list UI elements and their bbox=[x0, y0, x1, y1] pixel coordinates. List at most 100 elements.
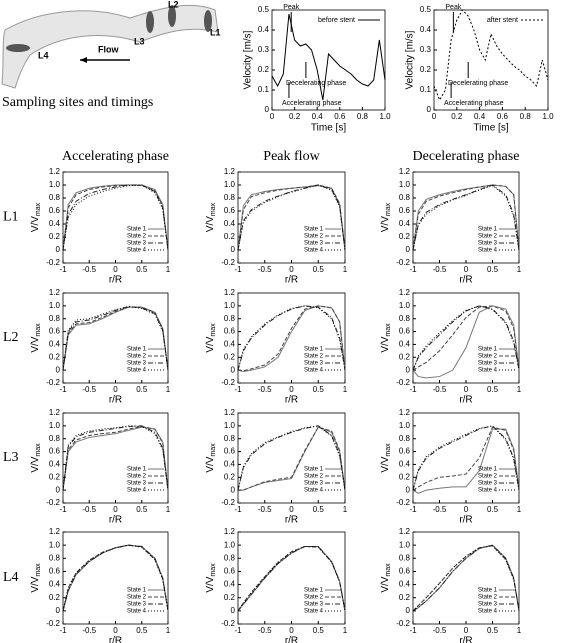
legend-label: State 2 bbox=[127, 234, 147, 240]
column-title: Decelerating phase bbox=[413, 149, 520, 164]
y-axis-label-subscript: max bbox=[385, 563, 392, 577]
y-axis-label-main: V/V bbox=[205, 216, 216, 232]
x-axis-label: r/R bbox=[285, 636, 298, 643]
y-axis-label-subscript: max bbox=[35, 202, 42, 216]
legend-label: State 4 bbox=[304, 488, 324, 494]
y-tick-label: -0.2 bbox=[396, 498, 410, 507]
y-tick-label: 0 bbox=[231, 245, 236, 254]
data-line bbox=[62, 425, 169, 491]
row-label: L3 bbox=[3, 450, 19, 465]
data-line bbox=[237, 305, 346, 372]
x-tick-label: 0.6 bbox=[334, 112, 346, 121]
x-axis-label: r/R bbox=[285, 515, 298, 526]
x-tick-label: 0 bbox=[113, 385, 118, 394]
x-axis-label: Time [s] bbox=[473, 123, 508, 134]
y-tick-label: 1.2 bbox=[399, 167, 411, 176]
y-tick-label: 1.0 bbox=[49, 540, 61, 549]
y-tick-label: 0.6 bbox=[224, 206, 236, 215]
site-label: L4 bbox=[38, 50, 49, 60]
x-axis-label: r/R bbox=[459, 275, 472, 286]
x-tick-label: 1 bbox=[166, 626, 171, 635]
legend-label: State 3 bbox=[127, 361, 147, 367]
y-tick-label: 0.4 bbox=[258, 25, 270, 34]
x-tick-label: -0.5 bbox=[82, 505, 96, 514]
y-tick-label: 0.4 bbox=[49, 580, 61, 589]
legend-label: State 3 bbox=[478, 481, 498, 487]
x-tick-label: 0.8 bbox=[520, 112, 532, 121]
x-tick-label: -0.5 bbox=[433, 626, 447, 635]
y-tick-label: 0.3 bbox=[420, 45, 432, 54]
plot-frame bbox=[271, 9, 386, 111]
x-tick-label: 0.8 bbox=[357, 112, 369, 121]
x-tick-label: -1 bbox=[59, 626, 67, 635]
legend-label: State 2 bbox=[127, 354, 147, 360]
y-tick-label: 0 bbox=[406, 606, 411, 615]
x-axis-label: r/R bbox=[109, 636, 122, 643]
x-tick-label: 0 bbox=[113, 265, 118, 274]
data-line bbox=[237, 184, 346, 251]
legend-label: State 1 bbox=[304, 467, 324, 473]
x-tick-label: 0.5 bbox=[487, 385, 499, 394]
x-axis-label: r/R bbox=[285, 275, 298, 286]
data-line bbox=[62, 425, 169, 491]
data-line bbox=[412, 545, 520, 612]
y-tick-label: 0 bbox=[56, 606, 61, 615]
legend-label: State 2 bbox=[304, 354, 324, 360]
data-line bbox=[412, 185, 520, 251]
x-tick-label: -1 bbox=[409, 265, 417, 274]
x-tick-label: 0.5 bbox=[313, 385, 325, 394]
plot-frame bbox=[412, 531, 520, 625]
legend-label: State 1 bbox=[478, 227, 498, 233]
data-line bbox=[62, 544, 169, 611]
legend-label: State 2 bbox=[478, 234, 498, 240]
y-axis-label-main: V/V bbox=[30, 216, 41, 232]
y-tick-label: 0 bbox=[56, 245, 61, 254]
legend-label: State 4 bbox=[304, 368, 324, 374]
data-line bbox=[237, 185, 346, 251]
legend-label: State 1 bbox=[304, 227, 324, 233]
x-tick-label: -1 bbox=[409, 385, 417, 394]
y-tick-label: 0.6 bbox=[399, 447, 411, 456]
legend-label: State 2 bbox=[304, 474, 324, 480]
x-tick-label: -0.5 bbox=[258, 626, 272, 635]
legend-label: State 2 bbox=[304, 234, 324, 240]
y-axis-label: V/Vmax bbox=[380, 443, 392, 473]
y-axis-label: Velocity [m/s] bbox=[405, 30, 416, 89]
y-tick-label: 0.2 bbox=[49, 352, 61, 361]
y-tick-label: -0.2 bbox=[221, 258, 235, 267]
y-axis-label: V/Vmax bbox=[205, 443, 217, 473]
data-line bbox=[237, 545, 346, 612]
x-tick-label: 0 bbox=[464, 385, 469, 394]
y-tick-label: 1.0 bbox=[49, 301, 61, 310]
annotation: Decelerating phase bbox=[286, 80, 346, 87]
legend-label: before stent bbox=[318, 17, 355, 24]
data-line bbox=[412, 428, 520, 494]
x-tick-label: 0.4 bbox=[474, 112, 486, 121]
x-tick-label: -1 bbox=[59, 265, 67, 274]
y-tick-label: 0.8 bbox=[224, 314, 236, 323]
y-tick-label: 1.0 bbox=[224, 421, 236, 430]
data-line bbox=[62, 426, 169, 491]
y-tick-label: 0 bbox=[231, 485, 236, 494]
plot-frame bbox=[433, 9, 549, 111]
y-tick-label: 1.2 bbox=[224, 288, 236, 297]
y-tick-label: 0.6 bbox=[224, 447, 236, 456]
data-line bbox=[412, 305, 520, 371]
y-tick-label: 0.4 bbox=[49, 340, 61, 349]
y-tick-label: 1.2 bbox=[399, 408, 411, 417]
legend-label: State 1 bbox=[304, 588, 324, 594]
y-tick-label: 0 bbox=[56, 485, 61, 494]
y-tick-label: 0.4 bbox=[224, 460, 236, 469]
y-tick-label: -0.2 bbox=[46, 498, 60, 507]
y-tick-label: 1.2 bbox=[49, 408, 61, 417]
legend-label: State 3 bbox=[478, 602, 498, 608]
y-axis-label: V/Vmax bbox=[30, 443, 42, 473]
data-line bbox=[237, 184, 346, 251]
y-tick-label: 0.2 bbox=[224, 232, 236, 241]
x-tick-label: 0.5 bbox=[313, 505, 325, 514]
y-axis-label-main: V/V bbox=[380, 576, 391, 592]
y-tick-label: 0.5 bbox=[420, 5, 432, 14]
y-tick-label: 0.8 bbox=[224, 434, 236, 443]
x-tick-label: 0.5 bbox=[313, 626, 325, 635]
x-tick-label: 0.5 bbox=[136, 626, 148, 635]
